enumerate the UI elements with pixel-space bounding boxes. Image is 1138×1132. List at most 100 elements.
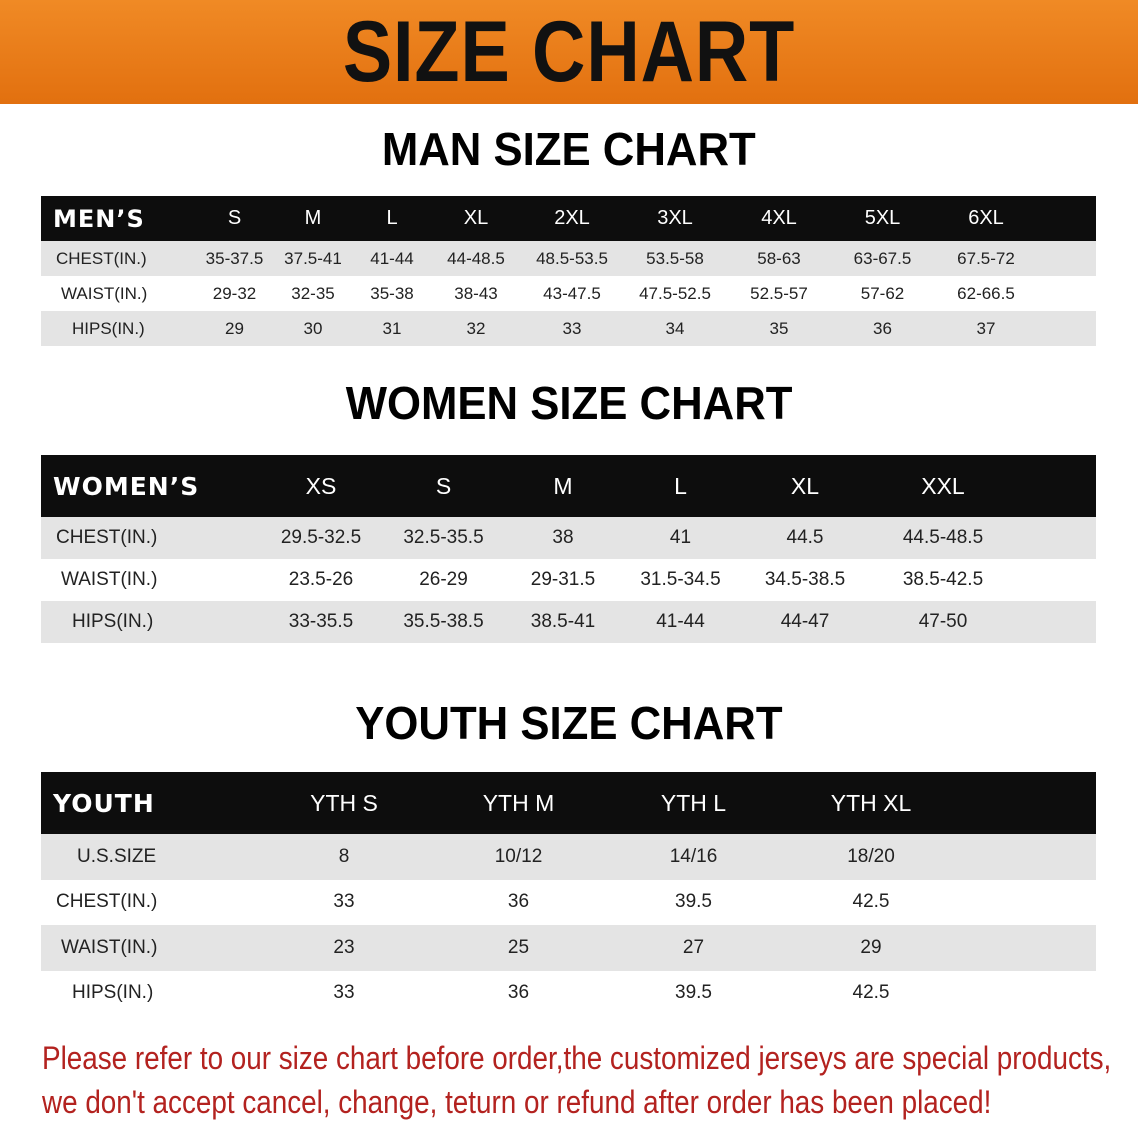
table-row: HIPS(IN.) 33 36 39.5 42.5 <box>41 971 1096 1017</box>
measurement-cell: 34.5-38.5 <box>764 569 846 590</box>
row-label: WAIST(IN.) <box>41 925 258 971</box>
size-header: 6XL <box>934 196 1038 241</box>
row-filler <box>962 971 1096 1017</box>
row-filler <box>1038 241 1096 276</box>
notice-line: Please refer to our size chart before or… <box>42 1040 1112 1076</box>
measurement-cell: 37.5-41 <box>273 241 353 276</box>
measurement-cell: 36 <box>507 982 530 1004</box>
measurement-cell: 37 <box>934 311 1038 346</box>
size-header: YTH L <box>607 772 780 834</box>
header-filler <box>1016 455 1096 517</box>
measurement-cell: 44.5-48.5 <box>870 517 1016 559</box>
measurement-cell: 23 <box>258 925 430 971</box>
youth-size-table: YOUTH YTH S YTH M YTH L YTH XL U.S.SIZE 8 10/12… <box>41 772 1096 1016</box>
size-header: 4XL <box>727 196 831 241</box>
table-header-label: YOUTH <box>41 772 258 834</box>
table-row: WAIST(IN.) 23.5-26 26-29 29-31.5 31.5-34.5 34… <box>41 559 1096 601</box>
table-row: U.S.SIZE 8 10/12 14/16 18/20 <box>41 834 1096 880</box>
size-header: YTH S <box>258 772 430 834</box>
measurement-cell: 52.5-57 <box>750 283 808 303</box>
measurement-cell: 53.5-58 <box>623 241 727 276</box>
measurement-cell: 31 <box>353 311 431 346</box>
measurement-cell: 44.5 <box>740 517 870 559</box>
measurement-cell: 38.5-42.5 <box>902 569 984 590</box>
size-header: YTH XL <box>780 772 962 834</box>
measurement-cell: 57-62 <box>860 283 905 303</box>
size-header: XL <box>431 196 521 241</box>
measurement-cell: 38-43 <box>454 283 498 303</box>
table-row: CHEST(IN.) 35-37.5 37.5-41 41-44 44-48.5 48.5… <box>41 241 1096 276</box>
measurement-cell: 10/12 <box>430 834 607 880</box>
measurement-cell: 32-35 <box>291 283 335 303</box>
measurement-cell: 67.5-72 <box>934 241 1038 276</box>
size-header: XS <box>260 455 382 517</box>
row-filler <box>1016 517 1096 559</box>
row-label: CHEST(IN.) <box>41 517 260 559</box>
header-row: YOUTH YTH S YTH M YTH L YTH XL <box>41 772 1096 834</box>
youth-section-title: YOUTH SIZE CHART <box>355 697 783 749</box>
measurement-cell: 8 <box>258 834 430 880</box>
measurement-cell: 32.5-35.5 <box>382 517 505 559</box>
men-size-table: MEN’S S M L XL 2XL 3XL 4XL 5XL 6XL CHEST(IN.) 35-37… <box>41 196 1096 346</box>
measurement-cell: 63-67.5 <box>831 241 934 276</box>
size-header: 3XL <box>623 196 727 241</box>
men-section-title: MAN SIZE CHART <box>382 123 756 175</box>
size-header: M <box>273 196 353 241</box>
table-header-label: WOMEN’S <box>41 455 260 517</box>
measurement-cell: 33 <box>521 311 623 346</box>
table-row: HIPS(IN.) 33-35.5 35.5-38.5 38.5-41 41-44 44-… <box>41 601 1096 643</box>
table-row: WAIST(IN.) 23 25 27 29 <box>41 925 1096 971</box>
measurement-cell: 41-44 <box>621 601 740 643</box>
measurement-cell: 43-47.5 <box>543 283 601 303</box>
size-header: XL <box>740 455 870 517</box>
page-title: SIZE CHART <box>342 4 796 100</box>
measurement-cell: 33 <box>333 891 355 913</box>
measurement-cell: 18/20 <box>780 834 962 880</box>
row-filler <box>1016 559 1096 601</box>
row-label: U.S.SIZE <box>41 834 258 880</box>
row-filler <box>1038 276 1096 311</box>
measurement-cell: 39.5 <box>675 982 712 1004</box>
size-header: 5XL <box>831 196 934 241</box>
row-filler <box>962 925 1096 971</box>
measurement-cell: 29-31.5 <box>530 569 596 590</box>
row-filler <box>962 880 1096 926</box>
measurement-cell: 38 <box>505 517 621 559</box>
row-filler <box>1016 601 1096 643</box>
row-label: CHEST(IN.) <box>56 891 158 913</box>
row-filler <box>1038 311 1096 346</box>
row-label: HIPS(IN.) <box>41 311 196 346</box>
size-header: M <box>505 455 621 517</box>
size-header: L <box>353 196 431 241</box>
size-header: XXL <box>870 455 1016 517</box>
header-filler <box>1038 196 1096 241</box>
measurement-cell: 44-47 <box>740 601 870 643</box>
notice-line: we don't accept cancel, change, teturn o… <box>42 1084 992 1120</box>
measurement-cell: 29.5-32.5 <box>260 517 382 559</box>
measurement-cell: 62-66.5 <box>957 283 1015 303</box>
measurement-cell: 41 <box>621 517 740 559</box>
title-banner: SIZE CHART <box>0 0 1138 104</box>
measurement-cell: 29 <box>780 925 962 971</box>
measurement-cell: 39.5 <box>675 891 712 913</box>
measurement-cell: 29 <box>196 311 273 346</box>
size-header: S <box>196 196 273 241</box>
measurement-cell: 30 <box>273 311 353 346</box>
header-filler <box>962 772 1096 834</box>
measurement-cell: 23.5-26 <box>288 569 354 590</box>
size-header: S <box>382 455 505 517</box>
order-notice: Please refer to our size chart before or… <box>42 1036 1112 1124</box>
row-filler <box>962 834 1096 880</box>
measurement-cell: 36 <box>507 891 530 913</box>
measurement-cell: 31.5-34.5 <box>640 569 721 590</box>
measurement-cell: 33-35.5 <box>260 601 382 643</box>
measurement-cell: 58-63 <box>727 241 831 276</box>
measurement-cell: 35.5-38.5 <box>382 601 505 643</box>
table-row: WAIST(IN.) 29-32 32-35 35-38 38-43 43-47.5 47.… <box>41 276 1096 311</box>
measurement-cell: 36 <box>831 311 934 346</box>
measurement-cell: 38.5-41 <box>505 601 621 643</box>
row-label: WAIST(IN.) <box>61 569 158 590</box>
row-label: HIPS(IN.) <box>72 982 154 1004</box>
measurement-cell: 41-44 <box>353 241 431 276</box>
row-label: WAIST(IN.) <box>61 283 148 303</box>
